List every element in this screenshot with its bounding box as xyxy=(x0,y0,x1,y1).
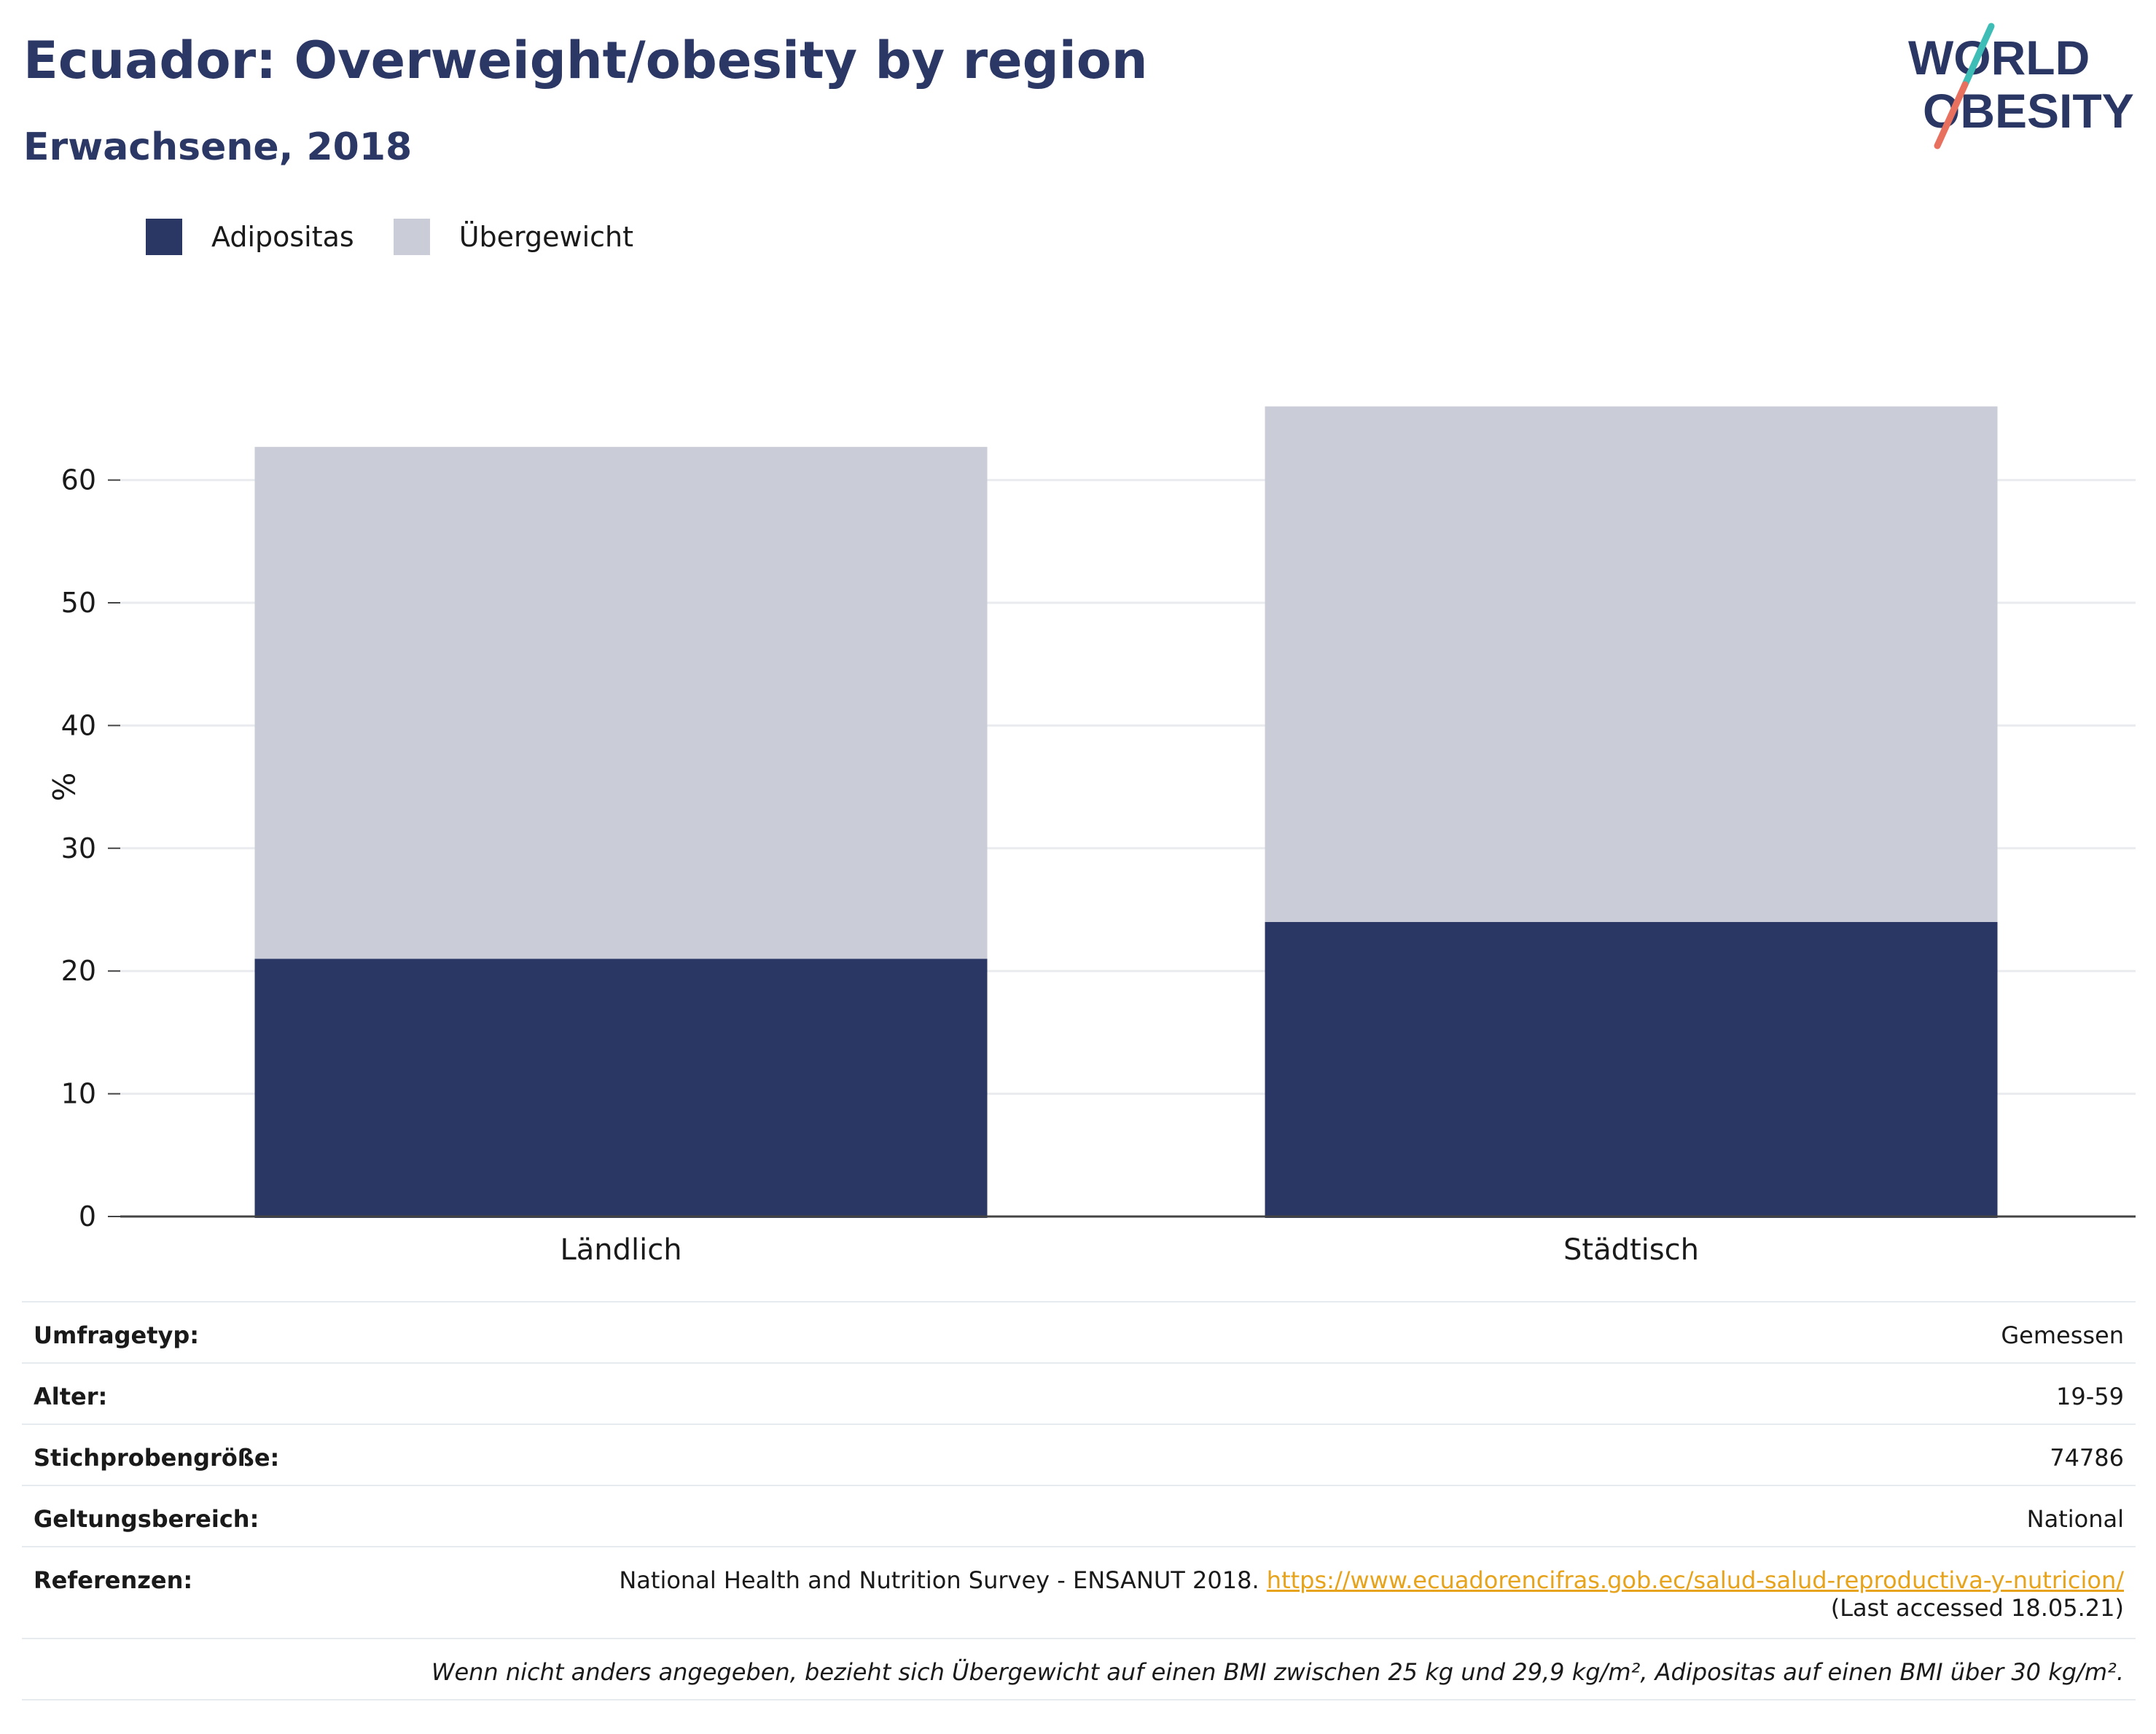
reference-link[interactable]: https://www.ecuadorencifras.gob.ec/salud… xyxy=(1266,1566,2124,1594)
reference-accessed: (Last accessed 18.05.21) xyxy=(1830,1594,2124,1622)
legend-label-obesity: Adipositas xyxy=(211,221,354,253)
meta-references-value: National Health and Nutrition Survey - E… xyxy=(619,1566,2124,1622)
chart-legend: Adipositas Übergewicht xyxy=(146,215,673,259)
meta-row-scope: Geltungsbereich: National xyxy=(22,1485,2136,1546)
bar-overweight-rural[interactable] xyxy=(254,447,988,959)
logo-slash-coral xyxy=(1934,81,1969,149)
page-subtitle: Erwachsene, 2018 xyxy=(23,125,413,169)
y-tick-label: 40 xyxy=(61,709,96,741)
meta-age-value: 19-59 xyxy=(2056,1383,2124,1410)
y-axis: 0 10 20 30 40 50 60% xyxy=(45,464,120,1233)
meta-sample-size-value: 74786 xyxy=(2050,1444,2124,1472)
legend-swatch-obesity xyxy=(146,219,182,255)
bar-overweight-urban[interactable] xyxy=(1265,406,1998,922)
meta-survey-type-value: Gemessen xyxy=(2001,1321,2124,1349)
logo-slash-teal xyxy=(1961,23,1995,88)
meta-row-survey-type: Umfragetyp: Gemessen xyxy=(22,1301,2136,1362)
meta-age-label: Alter: xyxy=(34,1383,108,1410)
y-tick-label: 30 xyxy=(61,832,96,864)
meta-scope-value: National xyxy=(2026,1505,2124,1533)
meta-row-sample-size: Stichprobengröße: 74786 xyxy=(22,1423,2136,1485)
y-tick-label: 10 xyxy=(61,1078,96,1110)
chart-bars xyxy=(254,406,1998,1218)
world-obesity-logo: WORLD OBESITY xyxy=(1908,23,2134,149)
meta-row-age: Alter: 19-59 xyxy=(22,1362,2136,1423)
bar-obesity-urban[interactable] xyxy=(1265,921,1998,1218)
x-tick-label: Ländlich xyxy=(560,1233,681,1267)
meta-row-footnote: Wenn nicht anders angegeben, bezieht sic… xyxy=(22,1638,2136,1700)
legend-swatch-overweight xyxy=(393,219,430,255)
metadata-table: Umfragetyp: Gemessen Alter: 19-59 Stichp… xyxy=(22,1301,2136,1700)
bar-obesity-rural[interactable] xyxy=(254,958,988,1218)
bmi-footnote: Wenn nicht anders angegeben, bezieht sic… xyxy=(431,1658,2124,1686)
meta-references-label: Referenzen: xyxy=(34,1566,193,1594)
meta-scope-label: Geltungsbereich: xyxy=(34,1505,259,1533)
stacked-bar-chart: 0 10 20 30 40 50 60% Ländlich Städtisch xyxy=(45,406,2136,1267)
y-tick-label: 60 xyxy=(61,464,96,496)
x-tick-label: Städtisch xyxy=(1563,1233,1699,1267)
legend-item-obesity[interactable]: Adipositas xyxy=(146,219,354,255)
legend-label-overweight: Übergewicht xyxy=(458,221,633,253)
meta-survey-type-label: Umfragetyp: xyxy=(34,1321,200,1349)
logo-word-world: WORLD xyxy=(1908,31,2090,85)
meta-sample-size-label: Stichprobengröße: xyxy=(34,1444,280,1472)
y-tick-label: 0 xyxy=(79,1200,96,1233)
x-axis: Ländlich Städtisch xyxy=(120,1215,2136,1267)
reference-text: National Health and Nutrition Survey - E… xyxy=(619,1566,1259,1594)
y-tick-label: 20 xyxy=(61,955,96,987)
meta-row-references: Referenzen: National Health and Nutritio… xyxy=(22,1546,2136,1638)
y-axis-title: % xyxy=(45,773,81,802)
page-title: Ecuador: Overweight/obesity by region xyxy=(23,31,1148,90)
y-tick-label: 50 xyxy=(61,587,96,619)
legend-item-overweight[interactable]: Übergewicht xyxy=(393,219,633,255)
